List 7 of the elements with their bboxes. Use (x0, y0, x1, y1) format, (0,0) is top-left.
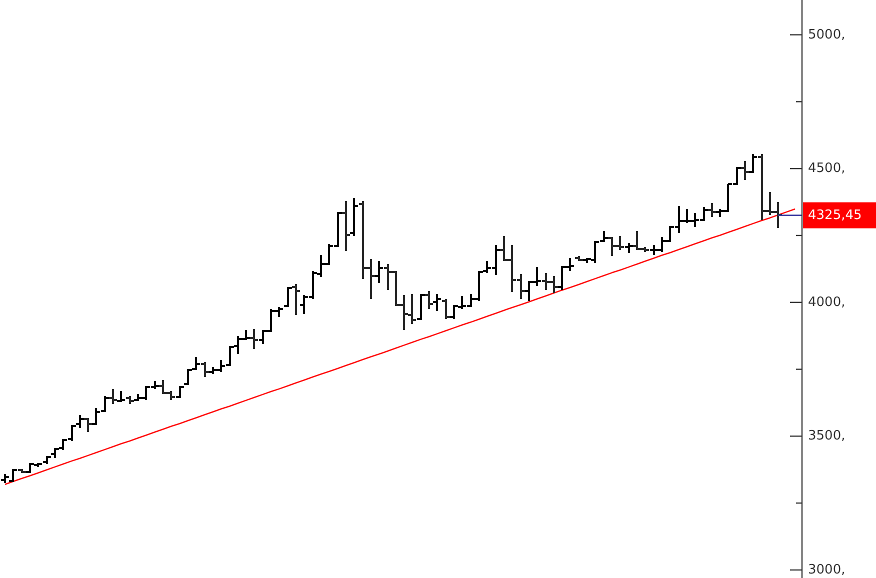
y-tick-label: 3500, (808, 428, 846, 444)
y-tick-label: 4000, (808, 294, 846, 310)
y-tick-label: 4500, (808, 161, 846, 176)
y-tick-label: 3000, (808, 562, 846, 578)
line-series (4, 208, 796, 485)
y-tick-label: 5000, (808, 27, 846, 42)
ref-line-label: 4325,45 (808, 208, 862, 223)
